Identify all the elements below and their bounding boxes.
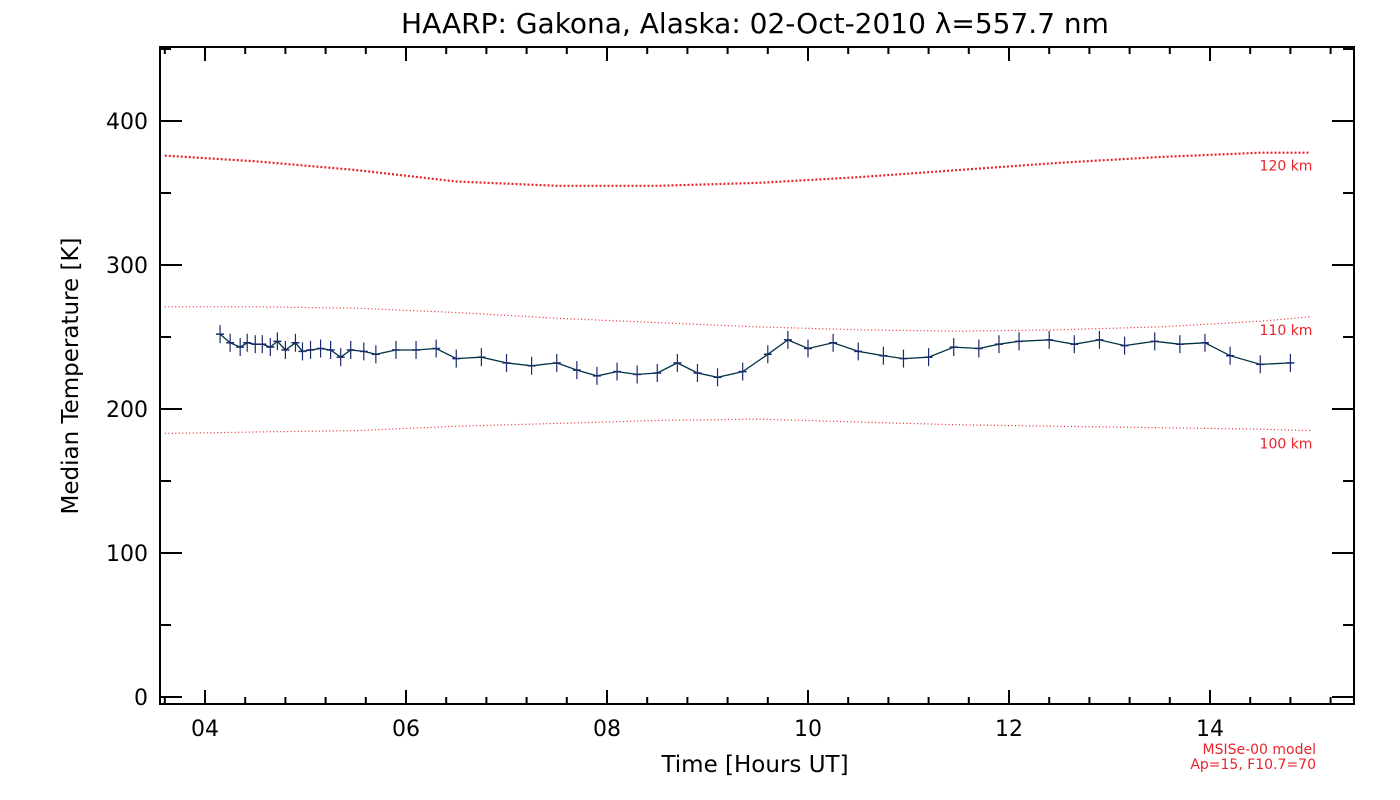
data-point bbox=[1045, 330, 1054, 349]
data-point bbox=[1256, 355, 1265, 374]
data-point bbox=[592, 366, 601, 385]
y-tick-label: 400 bbox=[106, 110, 148, 135]
data-point bbox=[552, 353, 561, 372]
x-tick-label: 08 bbox=[593, 717, 621, 742]
model-curve-label-120-km: 120 km bbox=[1260, 159, 1313, 175]
data-point bbox=[829, 333, 838, 352]
data-point bbox=[713, 368, 722, 387]
data-point bbox=[804, 339, 812, 358]
x-tick-label: 06 bbox=[392, 717, 420, 742]
model-curve-100-km bbox=[164, 418, 1311, 435]
data-point bbox=[226, 333, 235, 352]
x-tick-label: 12 bbox=[995, 717, 1023, 742]
data-point bbox=[452, 349, 461, 368]
chart-title: HAARP: Gakona, Alaska: 02-Oct-2010 λ=557… bbox=[401, 7, 1109, 40]
data-point bbox=[316, 339, 325, 358]
data-point bbox=[306, 340, 315, 359]
data-point bbox=[949, 338, 958, 357]
data-point bbox=[258, 335, 267, 354]
y-tick-label: 300 bbox=[106, 254, 148, 279]
data-point bbox=[854, 342, 863, 361]
data-point bbox=[243, 333, 252, 352]
data-series bbox=[216, 325, 1295, 387]
y-tick-label: 100 bbox=[106, 542, 148, 567]
x-tick-label: 10 bbox=[794, 717, 822, 742]
data-point bbox=[298, 342, 307, 361]
data-point bbox=[216, 325, 225, 344]
data-point bbox=[1095, 330, 1104, 349]
data-point bbox=[738, 362, 747, 381]
x-tick-label: 04 bbox=[191, 717, 219, 742]
data-point bbox=[974, 339, 983, 358]
data-point bbox=[653, 364, 662, 382]
data-point bbox=[1226, 346, 1235, 365]
model-curve-label-110-km: 110 km bbox=[1260, 323, 1313, 339]
data-point bbox=[336, 348, 345, 367]
data-point bbox=[994, 335, 1003, 354]
data-point bbox=[527, 356, 536, 375]
model-params-note: Ap=15, F10.7=70 bbox=[1190, 757, 1316, 773]
data-point bbox=[613, 362, 622, 381]
data-point bbox=[502, 353, 511, 372]
plot-frame bbox=[159, 46, 1355, 705]
data-point bbox=[693, 364, 702, 382]
data-point bbox=[371, 345, 380, 364]
data-point bbox=[924, 348, 933, 367]
data-point bbox=[783, 330, 792, 349]
model-name-note: MSISe-00 model bbox=[1202, 742, 1316, 758]
data-point bbox=[1070, 335, 1079, 354]
x-axis-label: Time [Hours UT] bbox=[660, 752, 848, 778]
y-tick-label: 0 bbox=[134, 686, 148, 711]
data-point bbox=[326, 340, 335, 359]
y-axis-label: Median Temperature [K] bbox=[58, 238, 84, 515]
data-point bbox=[266, 338, 275, 357]
data-point bbox=[281, 340, 290, 359]
model-curves: 120 km 110 km 100 km bbox=[164, 151, 1313, 453]
x-tick-label: 14 bbox=[1196, 717, 1224, 742]
data-point bbox=[251, 335, 260, 354]
data-point bbox=[1015, 332, 1024, 351]
series-line bbox=[219, 333, 1291, 378]
data-point bbox=[1120, 336, 1129, 355]
data-point bbox=[1150, 332, 1159, 351]
data-point bbox=[477, 348, 486, 367]
data-point bbox=[572, 361, 581, 380]
model-curve-label-100-km: 100 km bbox=[1260, 437, 1313, 453]
data-point bbox=[1200, 333, 1209, 352]
data-point bbox=[291, 333, 300, 352]
data-point bbox=[432, 339, 441, 358]
data-point bbox=[1286, 353, 1295, 372]
axis-ticks: 04 06 08 10 12 14 0 100 200 300 400 bbox=[106, 47, 1354, 742]
data-point bbox=[879, 346, 888, 365]
data-point bbox=[763, 345, 772, 364]
model-curve-110-km bbox=[164, 306, 1311, 332]
model-curve-120-km bbox=[164, 151, 1311, 187]
data-point bbox=[633, 365, 642, 384]
data-point bbox=[1175, 335, 1184, 354]
data-point bbox=[899, 349, 908, 368]
data-point bbox=[359, 342, 368, 361]
data-point bbox=[273, 332, 282, 351]
y-tick-label: 200 bbox=[106, 398, 148, 423]
data-point bbox=[673, 353, 682, 372]
data-point bbox=[346, 340, 355, 359]
data-point bbox=[236, 338, 245, 357]
data-point bbox=[391, 340, 400, 359]
data-point bbox=[412, 340, 421, 359]
